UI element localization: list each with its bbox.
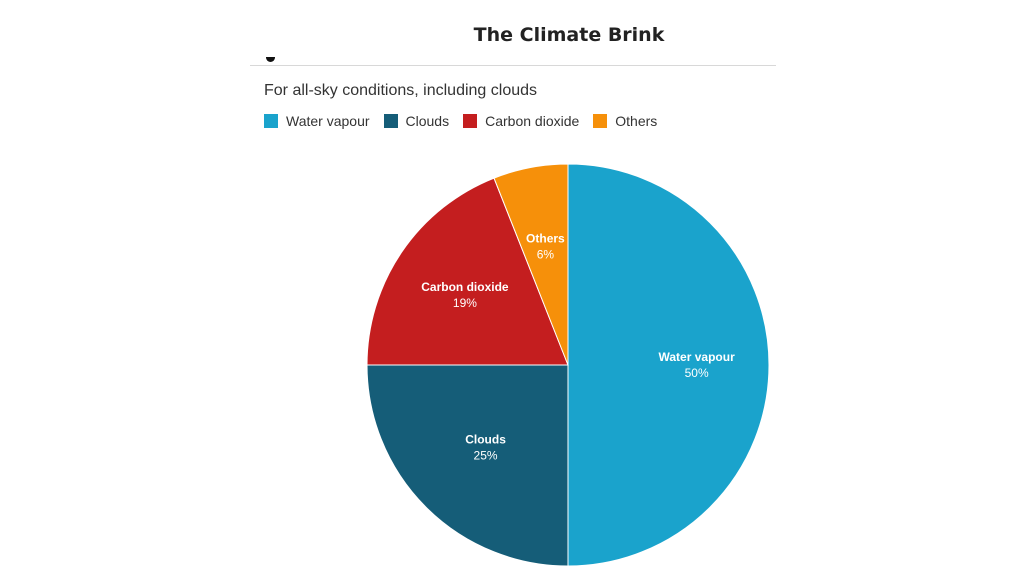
slice-data-label: Others 6% bbox=[526, 232, 565, 262]
slice-data-label: Clouds 25% bbox=[465, 432, 506, 462]
pie-slice-clouds bbox=[366, 364, 569, 567]
legend-item-water-vapour: Water vapour bbox=[264, 113, 370, 129]
cropped-mark bbox=[266, 57, 275, 62]
pie-slice-carbon-dioxide bbox=[366, 177, 569, 366]
slice-data-label: Carbon dioxide 19% bbox=[421, 280, 509, 310]
divider bbox=[250, 65, 776, 66]
legend-item-carbon-dioxide: Carbon dioxide bbox=[463, 113, 579, 129]
legend-swatch bbox=[383, 114, 398, 128]
legend-item-others: Others bbox=[593, 113, 657, 129]
slice-data-label: Water vapour 50% bbox=[659, 350, 736, 380]
chart-subtitle: For all-sky conditions, including clouds bbox=[264, 82, 538, 99]
page-title: The Climate Brink bbox=[473, 24, 665, 46]
legend-label: Others bbox=[615, 113, 658, 129]
legend-swatch bbox=[264, 114, 278, 128]
legend-label: Clouds bbox=[405, 113, 450, 129]
legend-item-clouds: Clouds bbox=[383, 113, 450, 129]
legend-swatch bbox=[463, 114, 478, 128]
legend-swatch bbox=[593, 114, 608, 128]
legend-label: Water vapour bbox=[286, 113, 370, 129]
chart-legend: Water vapour Clouds Carbon dioxide Other… bbox=[264, 113, 671, 129]
pie-slice-others bbox=[493, 163, 569, 366]
pie-slice-water-vapour bbox=[567, 163, 770, 567]
legend-label: Carbon dioxide bbox=[485, 113, 580, 129]
